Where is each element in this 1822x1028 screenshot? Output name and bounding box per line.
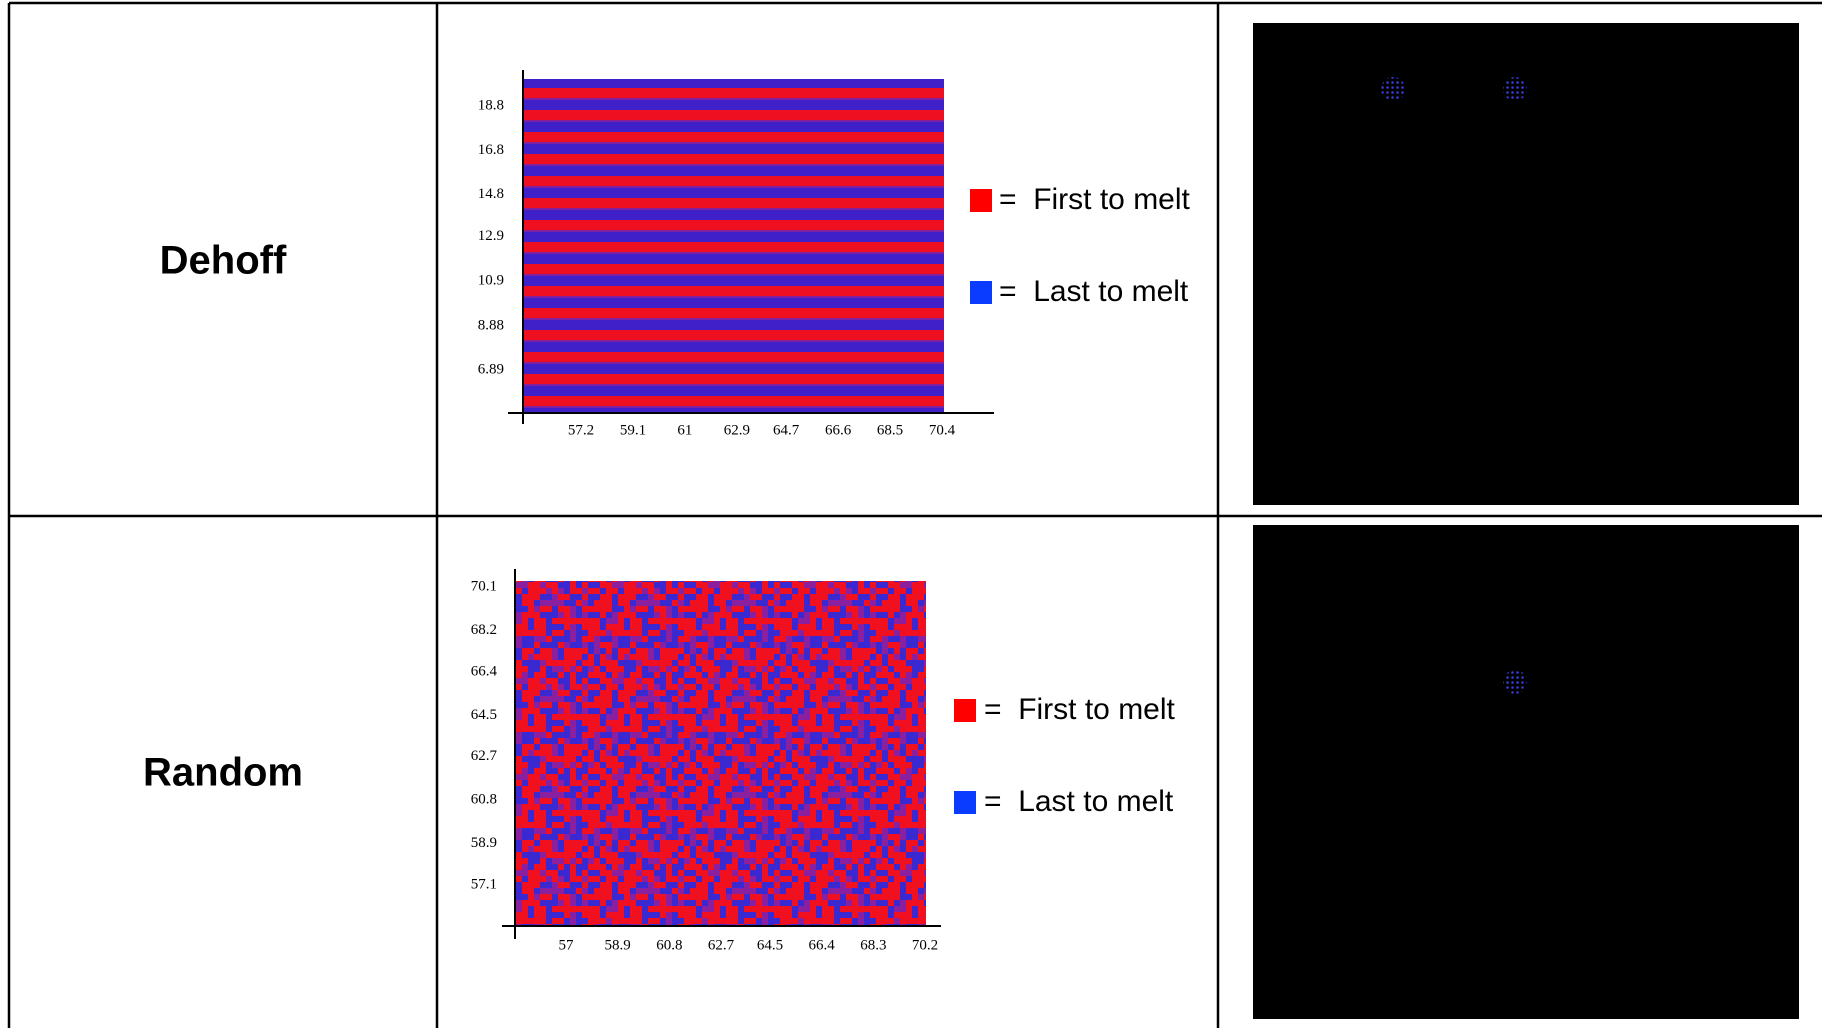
legend-swatch (970, 189, 992, 212)
x-tick-label: 62.7 (708, 937, 735, 953)
legend-label: = Last to melt (984, 785, 1174, 818)
y-tick-label: 64.5 (471, 707, 497, 723)
y-tick-label: 14.8 (478, 186, 504, 202)
x-tick-label: 61 (677, 422, 692, 438)
melt-map (523, 79, 944, 413)
x-tick-label: 70.4 (929, 422, 956, 438)
x-tick-label: 68.5 (877, 422, 903, 438)
row-label: Random (143, 751, 303, 795)
x-tick-label: 66.6 (825, 422, 852, 438)
y-tick-label: 16.8 (478, 142, 504, 158)
y-tick-label: 68.2 (471, 622, 497, 638)
x-tick-label: 62.9 (724, 422, 750, 438)
legend-swatch (970, 281, 992, 304)
y-tick-label: 58.9 (471, 835, 497, 851)
page: Dehoff 18.8 16.8 14.8 12.9 10.9 8.88 6.89 57.2 59… (0, 0, 1822, 1028)
x-tick-label: 70.2 (912, 937, 938, 953)
y-tick-label: 8.88 (478, 317, 504, 333)
x-tick-label: 57 (559, 937, 575, 953)
y-tick-label: 57.1 (471, 876, 497, 892)
x-tick-label: 59.1 (620, 422, 646, 438)
black-image (1253, 23, 1799, 505)
x-tick-label: 66.4 (809, 937, 836, 953)
legend-label: = First to melt (999, 183, 1191, 216)
legend-label: = First to melt (984, 693, 1176, 726)
y-tick-label: 70.1 (471, 578, 497, 594)
black-image (1253, 525, 1799, 1019)
x-tick-label: 64.7 (773, 422, 800, 438)
y-tick-label: 12.9 (478, 228, 504, 244)
x-tick-label: 57.2 (568, 422, 594, 438)
row-label: Dehoff (160, 239, 287, 283)
y-tick-label: 18.8 (478, 97, 504, 113)
legend-swatch (954, 699, 976, 722)
y-tick-label: 10.9 (478, 273, 504, 289)
legend-swatch (954, 791, 976, 814)
x-tick-label: 60.8 (656, 937, 682, 953)
x-tick-label: 68.3 (860, 937, 886, 953)
x-tick-label: 58.9 (605, 937, 631, 953)
y-tick-label: 6.89 (478, 361, 504, 377)
y-tick-label: 62.7 (471, 748, 498, 764)
y-tick-label: 60.8 (471, 792, 497, 808)
melt-map (515, 581, 926, 926)
y-tick-label: 66.4 (471, 663, 498, 679)
legend-label: = Last to melt (999, 275, 1189, 308)
x-tick-label: 64.5 (757, 937, 783, 953)
